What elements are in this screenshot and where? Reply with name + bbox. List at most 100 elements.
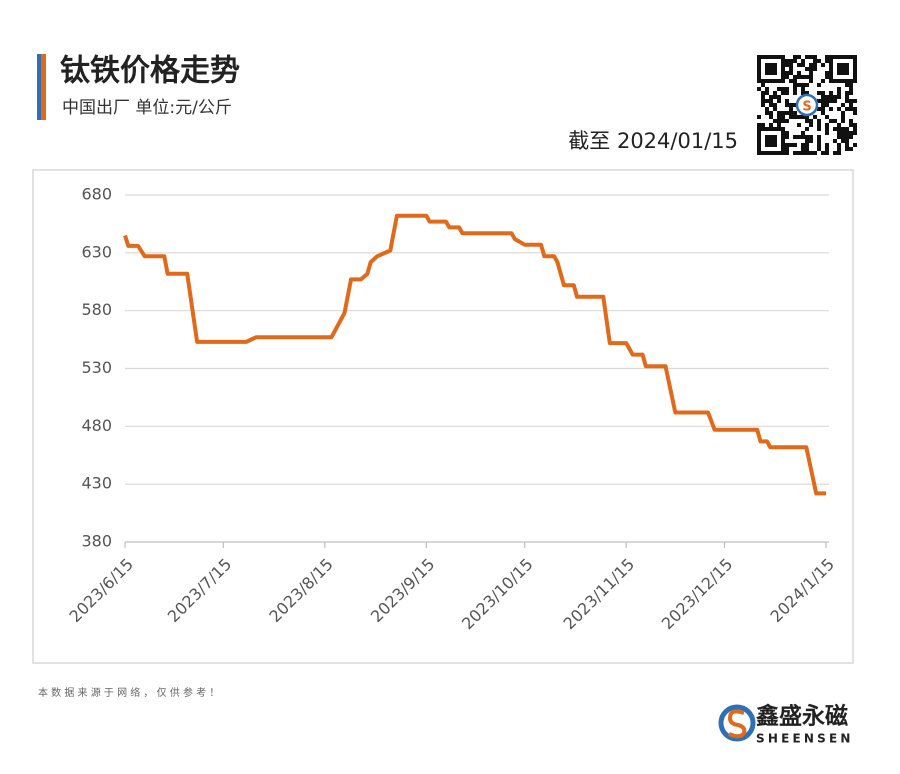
qr-module [825, 143, 829, 147]
qr-module [785, 103, 789, 107]
qr-module [817, 107, 821, 111]
qr-module [801, 87, 805, 91]
qr-finder [829, 55, 857, 83]
qr-module [805, 135, 809, 139]
qr-module [797, 63, 801, 67]
qr-module [825, 147, 829, 151]
qr-module [821, 103, 825, 107]
qr-module [825, 75, 829, 79]
qr-module [793, 59, 797, 63]
qr-module [825, 127, 829, 131]
qr-module [765, 111, 769, 115]
qr-module [777, 99, 781, 103]
qr-module [849, 131, 853, 135]
accent-bar [37, 54, 41, 120]
qr-module [793, 111, 797, 115]
qr-module [801, 131, 805, 135]
qr-module [837, 147, 841, 151]
qr-module [845, 139, 849, 143]
qr-module [833, 151, 837, 155]
qr-module [781, 87, 785, 91]
qr-module [789, 115, 793, 119]
qr-module [821, 107, 825, 111]
qr-module [837, 123, 841, 127]
qr-module [833, 95, 837, 99]
qr-module [837, 107, 841, 111]
qr-module [817, 99, 821, 103]
qr-module [849, 107, 853, 111]
qr-module [809, 63, 813, 67]
qr-module [821, 91, 825, 95]
qr-module [773, 91, 777, 95]
qr-module [817, 91, 821, 95]
qr-module [853, 123, 857, 127]
qr-module [801, 83, 805, 87]
qr-module [805, 147, 809, 151]
qr-module [785, 143, 789, 147]
qr-module [805, 119, 809, 123]
qr-module [797, 83, 801, 87]
qr-module [817, 139, 821, 143]
qr-module [853, 111, 857, 115]
qr-module [813, 115, 817, 119]
qr-module [825, 115, 829, 119]
brand-name: 鑫盛永磁 [755, 703, 848, 730]
x-tick-label: 2023/10/15 [458, 555, 537, 634]
qr-module [805, 139, 809, 143]
qr-module [809, 135, 813, 139]
qr-module [833, 99, 837, 103]
qr-module [821, 151, 825, 155]
qr-module [825, 99, 829, 103]
qr-module [793, 75, 797, 79]
qr-module [761, 123, 765, 127]
qr-module [841, 119, 845, 123]
qr-module [825, 103, 829, 107]
qr-module [785, 151, 789, 155]
qr-module [829, 91, 833, 95]
qr-module [785, 131, 789, 135]
qr-module [793, 143, 797, 147]
qr-module [813, 67, 817, 71]
qr-module [801, 75, 805, 79]
qr-module [789, 71, 793, 75]
qr-module [765, 87, 769, 91]
qr-module [801, 143, 805, 147]
qr-module [845, 99, 849, 103]
qr-module [793, 79, 797, 83]
qr-module [765, 99, 769, 103]
qr-module [813, 59, 817, 63]
qr-module [833, 119, 837, 123]
date-note: 截至 2024/01/15 [568, 129, 738, 153]
qr-module [793, 135, 797, 139]
qr-module [825, 55, 829, 59]
qr-module [805, 91, 809, 95]
qr-module [825, 95, 829, 99]
qr-module [761, 103, 765, 107]
qr-module [777, 95, 781, 99]
qr-module [785, 71, 789, 75]
qr-module [797, 151, 801, 155]
qr-module [845, 147, 849, 151]
qr-module [801, 63, 805, 67]
qr-module [793, 91, 797, 95]
qr-module [805, 83, 809, 87]
qr-module [809, 123, 813, 127]
qr-module [769, 99, 773, 103]
qr-module [785, 135, 789, 139]
qr-module [785, 111, 789, 115]
qr-module [789, 67, 793, 71]
qr-module [805, 143, 809, 147]
plot-area: 380 430 480 530 580 630 680 2023/6/15 2023/7/15 2… [66, 185, 838, 634]
qr-module [841, 103, 845, 107]
qr-module [801, 135, 805, 139]
qr-module [841, 139, 845, 143]
qr-module [805, 151, 809, 155]
qr-module [789, 79, 793, 83]
qr-module [781, 115, 785, 119]
qr-module [829, 99, 833, 103]
qr-module [777, 119, 781, 123]
logo-ring [718, 704, 756, 742]
x-tick-label: 2023/8/15 [265, 555, 336, 626]
